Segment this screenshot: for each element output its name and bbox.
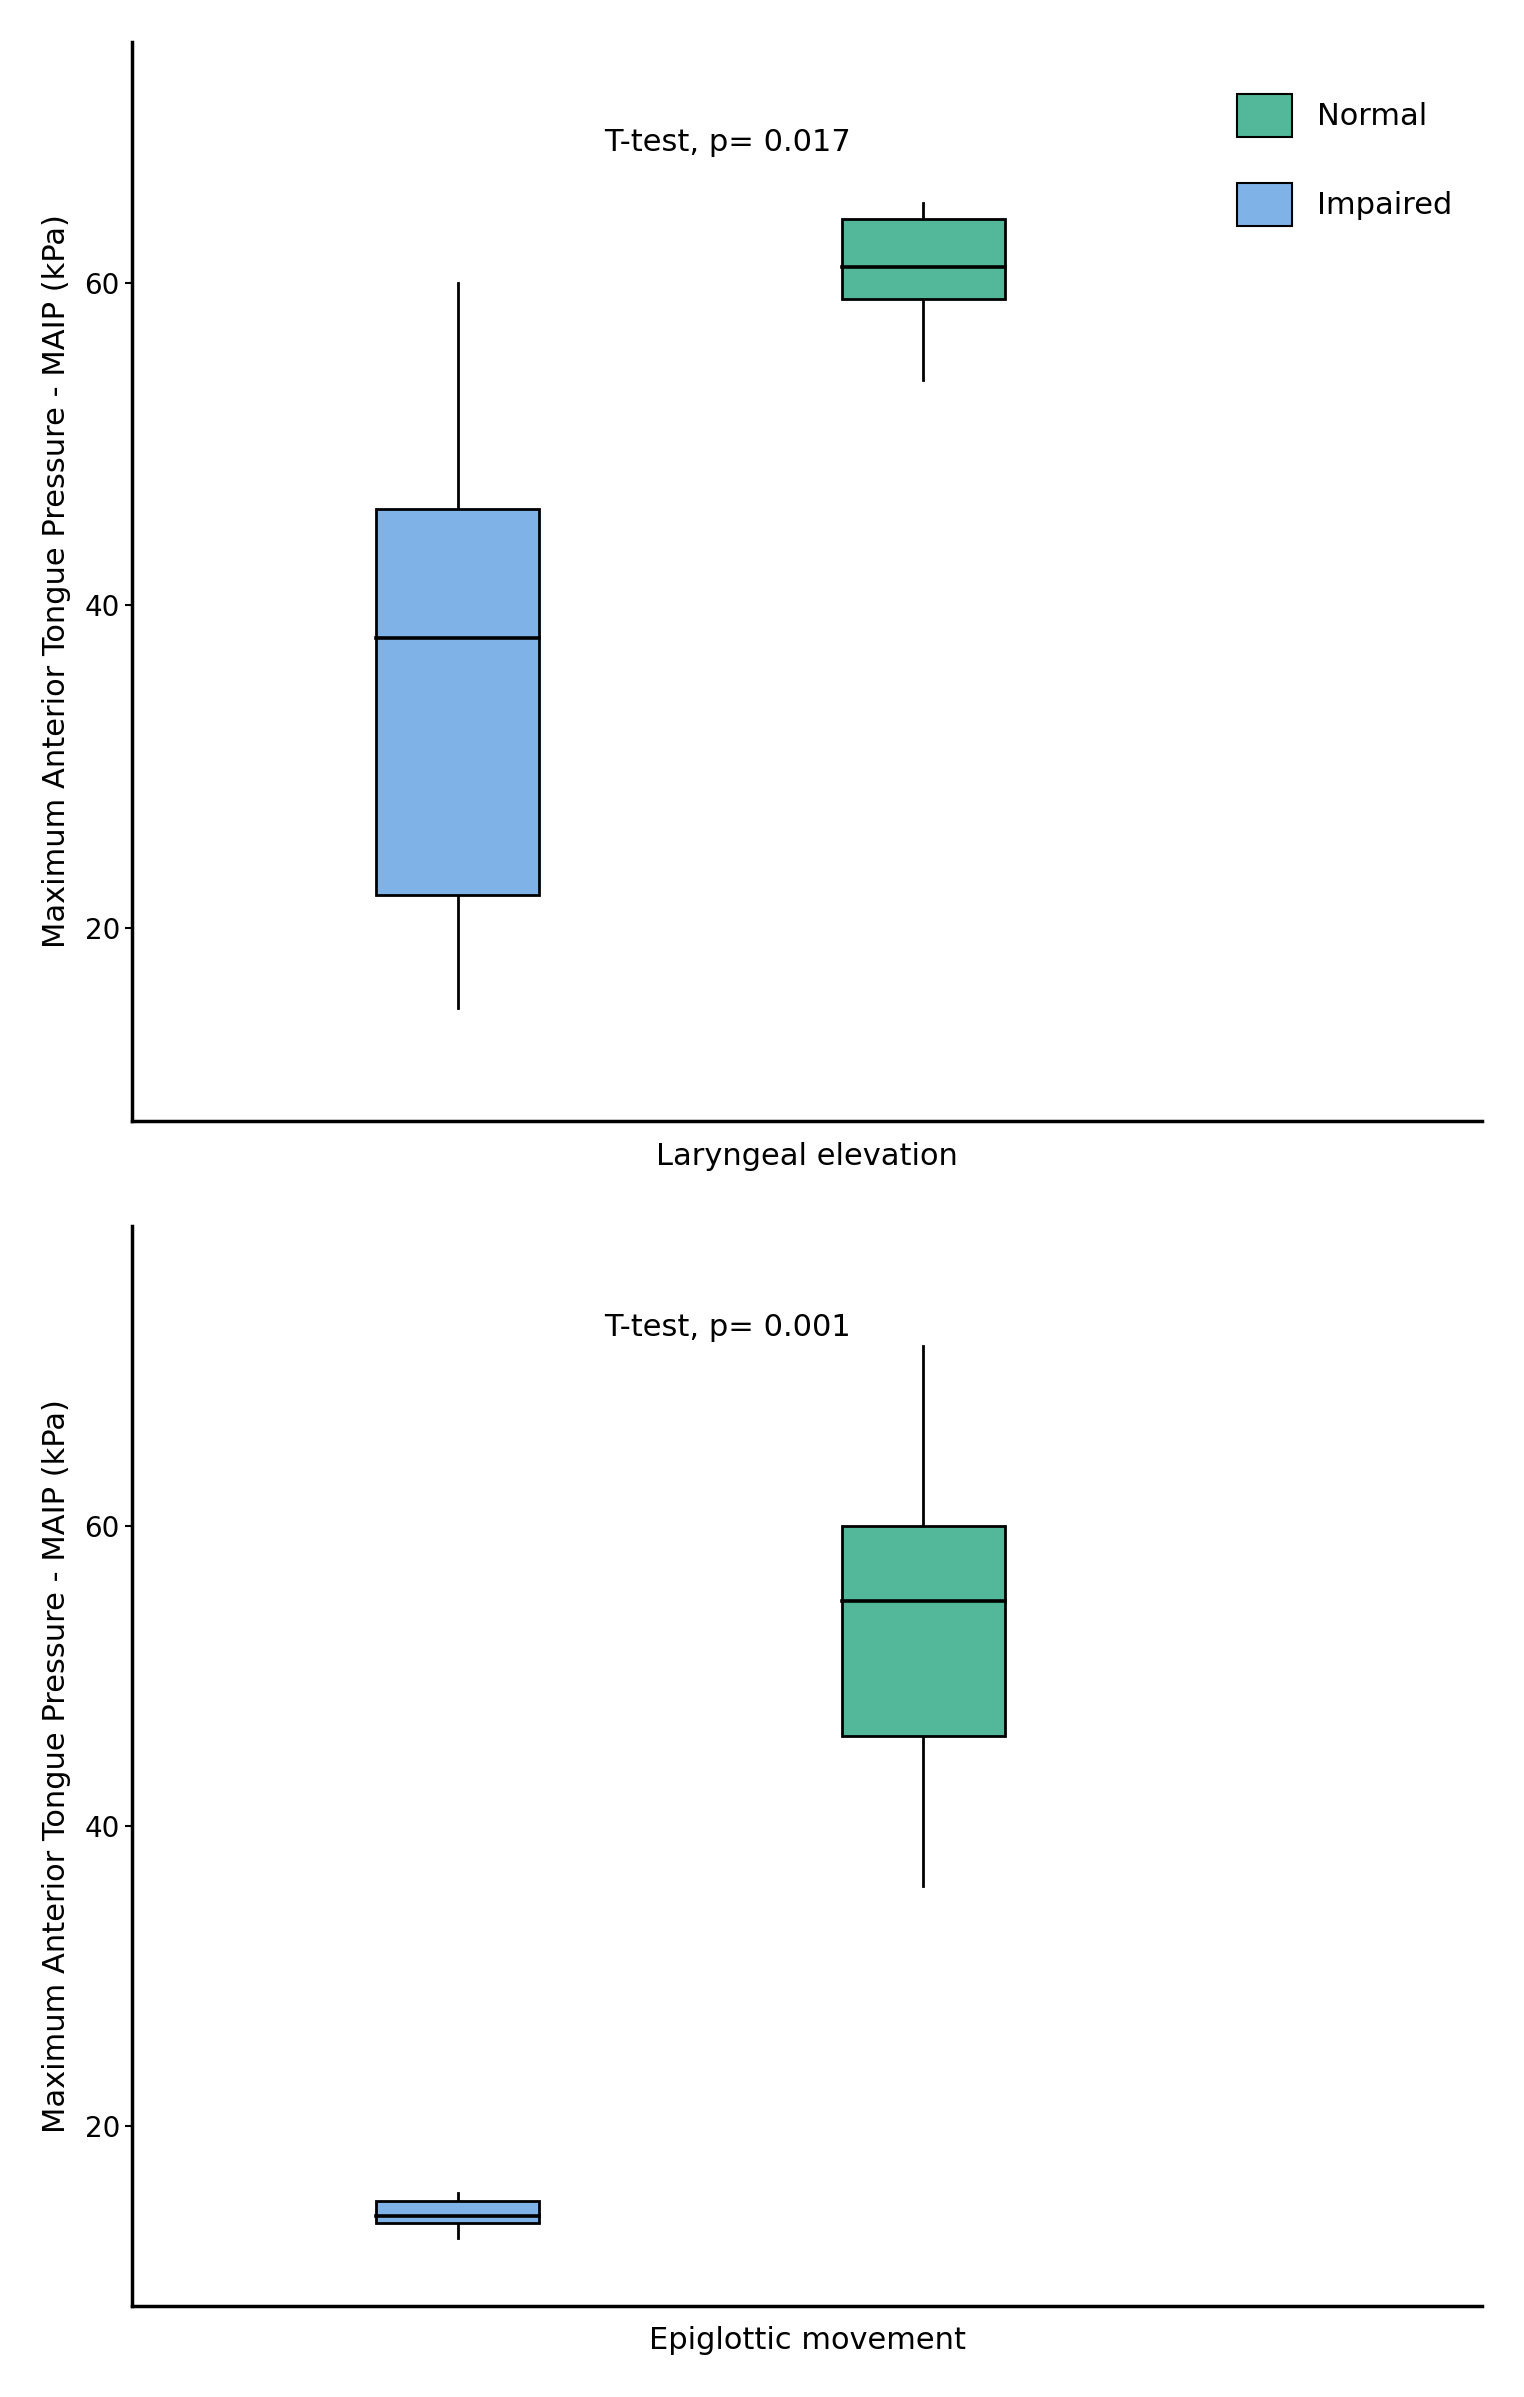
X-axis label: Laryngeal elevation: Laryngeal elevation <box>657 1141 959 1170</box>
Bar <box>376 2200 539 2222</box>
Bar <box>376 508 539 896</box>
Legend: Normal, Impaired: Normal, Impaired <box>1222 79 1468 242</box>
Text: T-test, p= 0.001: T-test, p= 0.001 <box>605 1314 852 1342</box>
Bar <box>841 1527 1004 1735</box>
X-axis label: Epiglottic movement: Epiglottic movement <box>649 2327 966 2356</box>
Y-axis label: Maximum Anterior Tongue Pressure - MAIP (kPa): Maximum Anterior Tongue Pressure - MAIP … <box>41 1400 70 2133</box>
Text: T-test, p= 0.017: T-test, p= 0.017 <box>605 127 852 158</box>
Y-axis label: Maximum Anterior Tongue Pressure - MAIP (kPa): Maximum Anterior Tongue Pressure - MAIP … <box>41 213 70 949</box>
Bar <box>841 218 1004 300</box>
